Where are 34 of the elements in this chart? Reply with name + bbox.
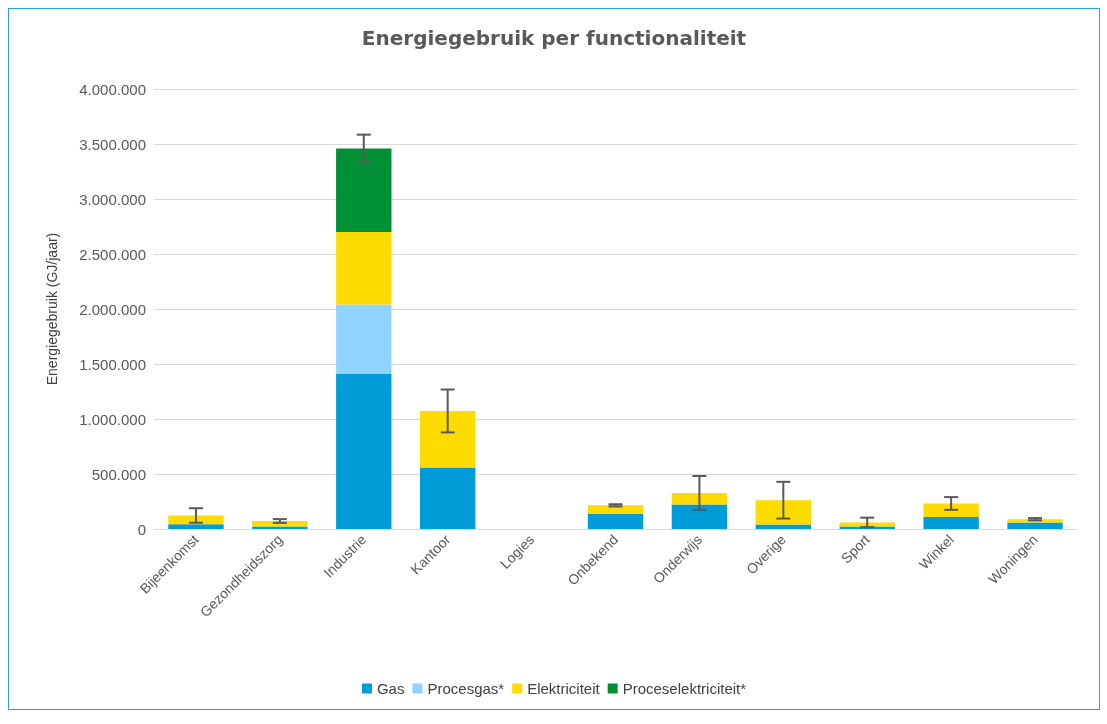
chart-title: Energiegebruik per functionaliteit bbox=[361, 26, 747, 50]
y-axis-title: Energiegebruik (GJ/jaar) bbox=[44, 232, 60, 386]
bar bbox=[923, 503, 979, 518]
bar bbox=[587, 514, 644, 529]
y-tick-label: 2.000.000 bbox=[79, 300, 146, 318]
bar bbox=[419, 410, 476, 468]
legend-label: Elektriciteit bbox=[527, 680, 601, 697]
bar bbox=[252, 526, 308, 529]
legend-label: Gas bbox=[376, 680, 405, 697]
bar bbox=[1007, 522, 1063, 529]
y-tick-label: 0 bbox=[137, 520, 146, 538]
bar bbox=[336, 232, 392, 305]
bar bbox=[587, 505, 644, 515]
legend-label: Proceselektriciteit* bbox=[622, 680, 747, 697]
y-tick-label: 3.000.000 bbox=[79, 190, 146, 208]
bar bbox=[168, 515, 224, 525]
y-tick-label: 1.500.000 bbox=[79, 355, 146, 373]
bar bbox=[671, 504, 728, 529]
bar bbox=[755, 500, 812, 525]
y-tick-label: 500.000 bbox=[91, 465, 146, 483]
bar bbox=[671, 492, 728, 505]
y-tick-label: 3.500.000 bbox=[79, 135, 146, 153]
y-tick-label: 4.000.000 bbox=[79, 80, 146, 98]
legend-label: Procesgas* bbox=[427, 680, 505, 697]
y-tick-label: 2.500.000 bbox=[79, 245, 146, 263]
bar bbox=[336, 304, 392, 374]
bar bbox=[839, 522, 895, 527]
bar bbox=[419, 467, 476, 529]
bar bbox=[923, 517, 979, 529]
bar bbox=[168, 524, 224, 529]
bar bbox=[336, 373, 392, 529]
y-tick-label: 1.000.000 bbox=[79, 410, 146, 428]
bar bbox=[755, 524, 812, 529]
bar bbox=[336, 148, 392, 232]
